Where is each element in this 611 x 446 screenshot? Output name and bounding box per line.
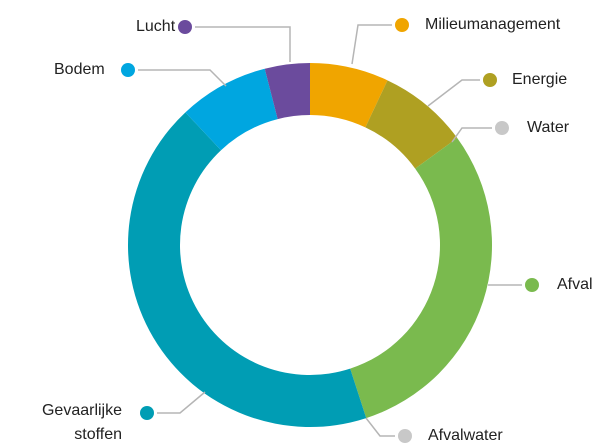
legend-dot (525, 278, 539, 292)
leader-line (138, 69, 227, 87)
category-label: Lucht (136, 18, 176, 35)
category-label: Milieumanagement (425, 16, 561, 33)
legend-dot (398, 429, 412, 443)
donut-segment (185, 68, 278, 151)
category-label: Bodem (54, 61, 105, 78)
leader-line (157, 391, 206, 414)
donut-segment (350, 138, 493, 419)
category-label: Afval (557, 276, 593, 293)
legend-dot (121, 63, 135, 77)
donut-segment (264, 63, 310, 120)
leader-line (351, 24, 392, 65)
donut-segment (310, 63, 388, 128)
legend-dot (140, 406, 154, 420)
leader-line (195, 26, 291, 62)
donut-segment (127, 112, 367, 428)
legend-dot (495, 121, 509, 135)
leader-line (427, 79, 480, 107)
category-label: Gevaarlijke stoffen (41, 402, 122, 443)
donut-segment (365, 80, 458, 169)
leader-line (365, 417, 395, 437)
leader-line (451, 127, 492, 143)
category-label: Energie (512, 71, 568, 88)
category-label: Water (527, 119, 570, 136)
legend-dot (483, 73, 497, 87)
legend-dot (178, 20, 192, 34)
legend-dot (395, 18, 409, 32)
category-label: Afvalwater (428, 427, 503, 444)
